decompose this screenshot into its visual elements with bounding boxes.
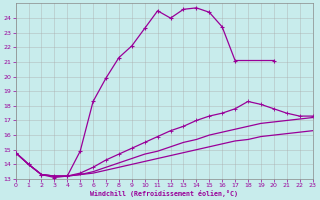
X-axis label: Windchill (Refroidissement éolien,°C): Windchill (Refroidissement éolien,°C) xyxy=(90,190,238,197)
